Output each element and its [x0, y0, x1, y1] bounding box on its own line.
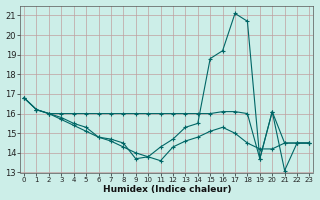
X-axis label: Humidex (Indice chaleur): Humidex (Indice chaleur) [102, 185, 231, 194]
